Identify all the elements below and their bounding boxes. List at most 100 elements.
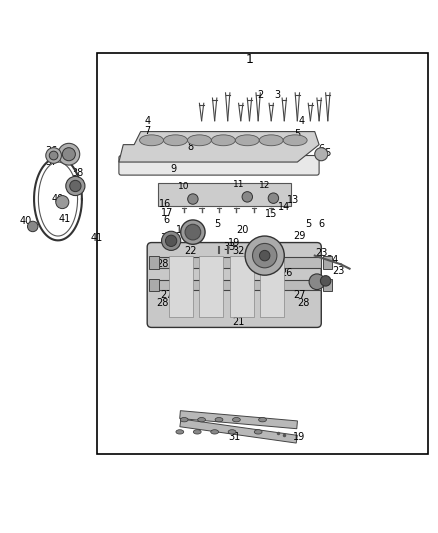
Text: 10: 10 (178, 182, 190, 191)
Circle shape (46, 148, 61, 163)
Text: 28: 28 (298, 298, 310, 309)
Text: 12: 12 (259, 181, 270, 190)
Circle shape (56, 196, 69, 208)
Circle shape (309, 274, 325, 289)
Circle shape (58, 143, 80, 165)
Text: 15: 15 (265, 209, 277, 219)
FancyBboxPatch shape (147, 243, 321, 327)
Text: 6: 6 (318, 219, 325, 229)
Text: 31: 31 (228, 432, 240, 442)
Circle shape (259, 251, 270, 261)
Text: 19: 19 (228, 238, 240, 247)
Text: 32: 32 (233, 246, 245, 256)
Text: 40: 40 (52, 194, 64, 204)
Ellipse shape (140, 135, 163, 146)
Text: 2: 2 (257, 90, 264, 100)
Circle shape (49, 151, 58, 160)
Bar (199, 256, 223, 317)
Ellipse shape (180, 417, 188, 422)
Bar (282, 279, 321, 290)
Text: 30: 30 (272, 253, 284, 263)
Circle shape (253, 244, 277, 268)
Bar (169, 256, 193, 317)
Circle shape (166, 235, 177, 246)
Circle shape (187, 194, 198, 204)
Bar (156, 279, 280, 290)
Text: 35: 35 (319, 148, 332, 158)
Text: 4: 4 (299, 116, 305, 126)
Text: 5: 5 (305, 219, 311, 229)
Bar (230, 256, 254, 317)
Bar (322, 279, 332, 292)
Polygon shape (180, 419, 297, 443)
Text: 26: 26 (280, 268, 293, 278)
Text: 28: 28 (156, 298, 169, 309)
Text: 25: 25 (317, 277, 330, 287)
Text: 24: 24 (326, 255, 338, 265)
Ellipse shape (163, 135, 187, 146)
Text: 22: 22 (184, 246, 197, 256)
Ellipse shape (233, 417, 240, 422)
Text: 28: 28 (156, 260, 169, 269)
Text: 20: 20 (237, 225, 249, 236)
Text: 8: 8 (187, 142, 194, 152)
Text: 5: 5 (214, 219, 220, 229)
Text: 19: 19 (293, 432, 306, 442)
FancyBboxPatch shape (119, 156, 319, 175)
Ellipse shape (176, 430, 184, 434)
Text: 33: 33 (224, 242, 236, 252)
Ellipse shape (228, 430, 236, 434)
Text: 21: 21 (233, 276, 245, 286)
Text: 1: 1 (246, 53, 254, 66)
Ellipse shape (211, 430, 219, 434)
Circle shape (62, 148, 75, 161)
Bar (282, 257, 321, 268)
Text: 13: 13 (287, 195, 299, 205)
Circle shape (66, 176, 85, 196)
Text: 41: 41 (58, 214, 71, 224)
Text: 6: 6 (318, 144, 325, 154)
Text: 23: 23 (332, 266, 345, 276)
Bar (97, 53, 428, 454)
Text: 27: 27 (160, 290, 173, 300)
Text: 22: 22 (254, 246, 267, 256)
Text: 34: 34 (161, 233, 173, 243)
Text: 23: 23 (315, 248, 328, 259)
Text: 21: 21 (233, 317, 245, 327)
Text: 11: 11 (233, 180, 244, 189)
Text: 3: 3 (275, 90, 281, 100)
Text: 17: 17 (161, 207, 173, 217)
Ellipse shape (283, 135, 307, 146)
Text: 40: 40 (19, 216, 32, 226)
Text: 5: 5 (294, 129, 300, 139)
Circle shape (321, 276, 331, 286)
Text: 36: 36 (45, 146, 57, 156)
Text: 7: 7 (144, 126, 150, 136)
Circle shape (70, 180, 81, 192)
Ellipse shape (258, 417, 266, 422)
Ellipse shape (215, 417, 223, 422)
Bar (149, 256, 159, 269)
Text: 26: 26 (171, 260, 184, 269)
Polygon shape (180, 410, 297, 429)
Ellipse shape (254, 430, 262, 434)
Text: 41: 41 (91, 233, 103, 243)
Text: 14: 14 (278, 202, 290, 212)
Bar (149, 279, 159, 292)
Ellipse shape (212, 135, 235, 146)
Text: 38: 38 (71, 168, 84, 178)
Bar (322, 256, 332, 269)
Text: 16: 16 (159, 199, 171, 209)
Bar (156, 257, 280, 268)
Bar (260, 256, 284, 317)
Bar (158, 182, 291, 206)
Circle shape (181, 220, 205, 244)
Text: 4: 4 (144, 116, 150, 126)
Circle shape (315, 148, 328, 161)
Circle shape (185, 224, 201, 240)
Text: 9: 9 (170, 164, 177, 174)
Ellipse shape (198, 417, 205, 422)
Circle shape (162, 231, 181, 251)
Text: 18: 18 (176, 225, 188, 236)
Circle shape (268, 193, 279, 204)
